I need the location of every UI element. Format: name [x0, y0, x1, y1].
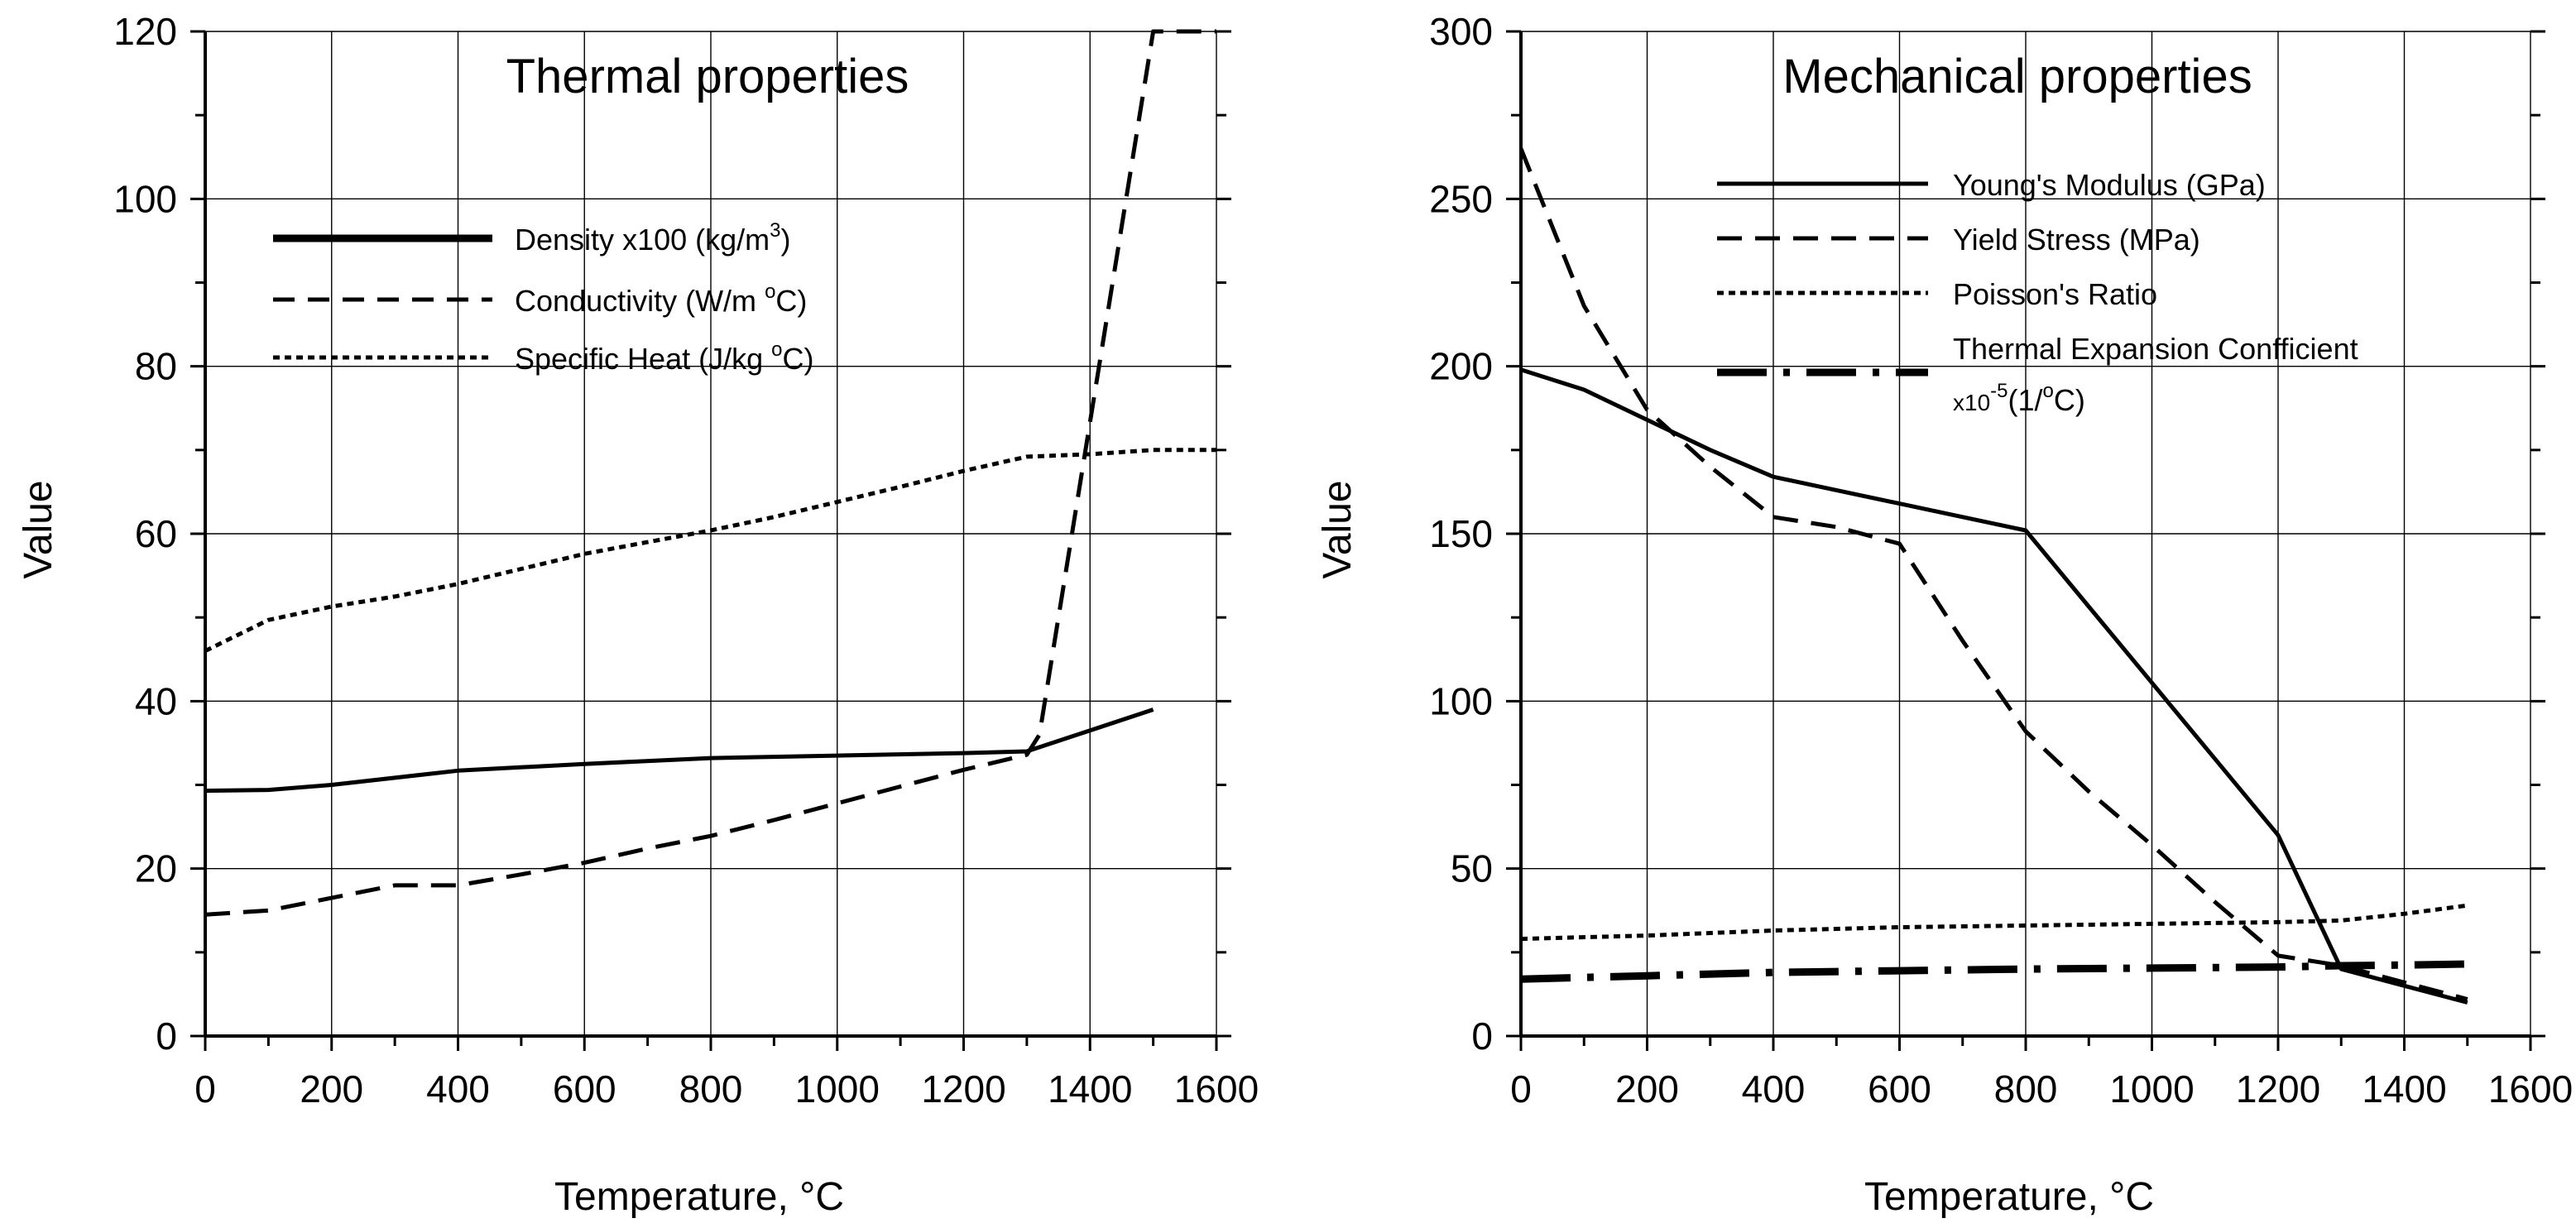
y-axis-label: Value [1316, 480, 1360, 578]
x-tick-label: 800 [679, 1067, 743, 1110]
chart-title: Thermal properties [506, 50, 909, 103]
y-tick-label: 200 [1429, 345, 1493, 388]
axes [1506, 30, 2545, 1051]
y-tick-label: 60 [135, 512, 177, 555]
grid-lines [204, 31, 1217, 1037]
legend-label-conductivity: Conductivity (W/m oC) [515, 281, 807, 318]
x-tick-label: 1200 [2236, 1067, 2320, 1110]
y-tick-label: 100 [1429, 679, 1493, 722]
y-tick-label: 150 [1429, 512, 1493, 555]
legend: Young's Modulus (GPa) Yield Stress (MPa)… [1717, 168, 2358, 417]
series-conductivity [205, 29, 1216, 917]
y-axis-label: Value [17, 480, 60, 578]
y-tick-label: 40 [135, 679, 177, 722]
x-tick-label: 0 [194, 1067, 216, 1110]
axes [190, 30, 1231, 1051]
legend-label-thermal-expansion: Thermal Expansion Confficient [1953, 332, 2358, 366]
x-tick-label: 600 [553, 1067, 616, 1110]
series-density [205, 708, 1154, 794]
y-tick-labels: 0 50 100 150 200 250 300 [1429, 10, 1493, 1058]
x-tick-label: 0 [1510, 1067, 1532, 1110]
y-tick-label: 0 [156, 1015, 177, 1058]
x-axis-label: Temperature, °C [1864, 1175, 2154, 1219]
y-tick-label: 20 [135, 847, 177, 890]
x-tick-labels: 0 200 400 600 800 1000 1200 1400 1600 [1510, 1067, 2573, 1110]
x-tick-label: 1200 [921, 1067, 1005, 1110]
legend-label-specific-heat: Specific Heat (J/kg oC) [515, 338, 814, 376]
series-lines [1521, 147, 2468, 1005]
x-tick-labels: 0 200 400 600 800 1000 1200 1400 1600 [194, 1067, 1259, 1110]
x-tick-label: 400 [1742, 1067, 1806, 1110]
series-specific-heat [205, 448, 1216, 653]
series-thermal-expansion-confficient [1521, 960, 2468, 983]
y-tick-label: 50 [1451, 847, 1493, 890]
legend-label-density: Density x100 (kg/m3) [515, 219, 791, 257]
x-tick-label: 400 [426, 1067, 490, 1110]
x-tick-label: 1000 [2109, 1067, 2194, 1110]
y-tick-label: 120 [113, 10, 177, 53]
y-tick-label: 100 [113, 177, 177, 220]
x-tick-label: 200 [300, 1067, 363, 1110]
x-axis-label: Temperature, °C [554, 1175, 844, 1219]
series-yield-stress-mpa [1521, 147, 2468, 1001]
x-tick-label: 600 [1868, 1067, 1931, 1110]
y-tick-label: 300 [1429, 10, 1493, 53]
legend-label-poissons-ratio: Poisson's Ratio [1953, 277, 2157, 311]
y-tick-label: 80 [135, 345, 177, 388]
legend-label-youngs-modulus: Young's Modulus (GPa) [1953, 168, 2266, 202]
thermal-properties-chart: 0 200 400 600 800 1000 1200 1400 1600 0 20 40 60 80 1… [17, 10, 1259, 1219]
legend-label-yield-stress: Yield Stress (MPa) [1953, 223, 2200, 257]
legend-label-thermal-expansion-unit: x10-5(1/oC) [1953, 380, 2085, 417]
x-tick-label: 1400 [2362, 1067, 2446, 1110]
y-tick-label: 0 [1471, 1015, 1493, 1058]
x-tick-label: 1600 [2488, 1067, 2573, 1110]
x-tick-label: 1400 [1048, 1067, 1132, 1110]
legend: Density x100 (kg/m3) Conductivity (W/m o… [273, 219, 814, 376]
series-lines [205, 29, 1216, 917]
chart-title: Mechanical properties [1782, 50, 2252, 103]
series-poisson-s-ratio [1521, 903, 2468, 942]
series-young-s-modulus-gpa [1521, 367, 2468, 1005]
y-tick-labels: 0 20 40 60 80 100 120 [113, 10, 177, 1058]
x-tick-label: 200 [1615, 1067, 1679, 1110]
mechanical-properties-chart: 0 200 400 600 800 1000 1200 1400 1600 0 50 100 150 2… [1316, 10, 2573, 1219]
y-tick-label: 250 [1429, 177, 1493, 220]
x-tick-label: 800 [1994, 1067, 2058, 1110]
x-tick-label: 1600 [1174, 1067, 1259, 1110]
x-tick-label: 1000 [795, 1067, 880, 1110]
